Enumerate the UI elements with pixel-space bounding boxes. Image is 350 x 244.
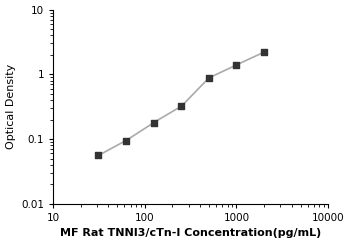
Point [261, 50, 267, 54]
Y-axis label: Optical Density: Optical Density [6, 64, 15, 149]
Point [178, 104, 184, 108]
Point [206, 76, 212, 80]
Point [151, 121, 156, 124]
Point [234, 63, 239, 67]
Point [123, 139, 129, 142]
Point [96, 153, 101, 157]
X-axis label: MF Rat TNNI3/cTn-I Concentration(pg/mL): MF Rat TNNI3/cTn-I Concentration(pg/mL) [60, 228, 321, 238]
